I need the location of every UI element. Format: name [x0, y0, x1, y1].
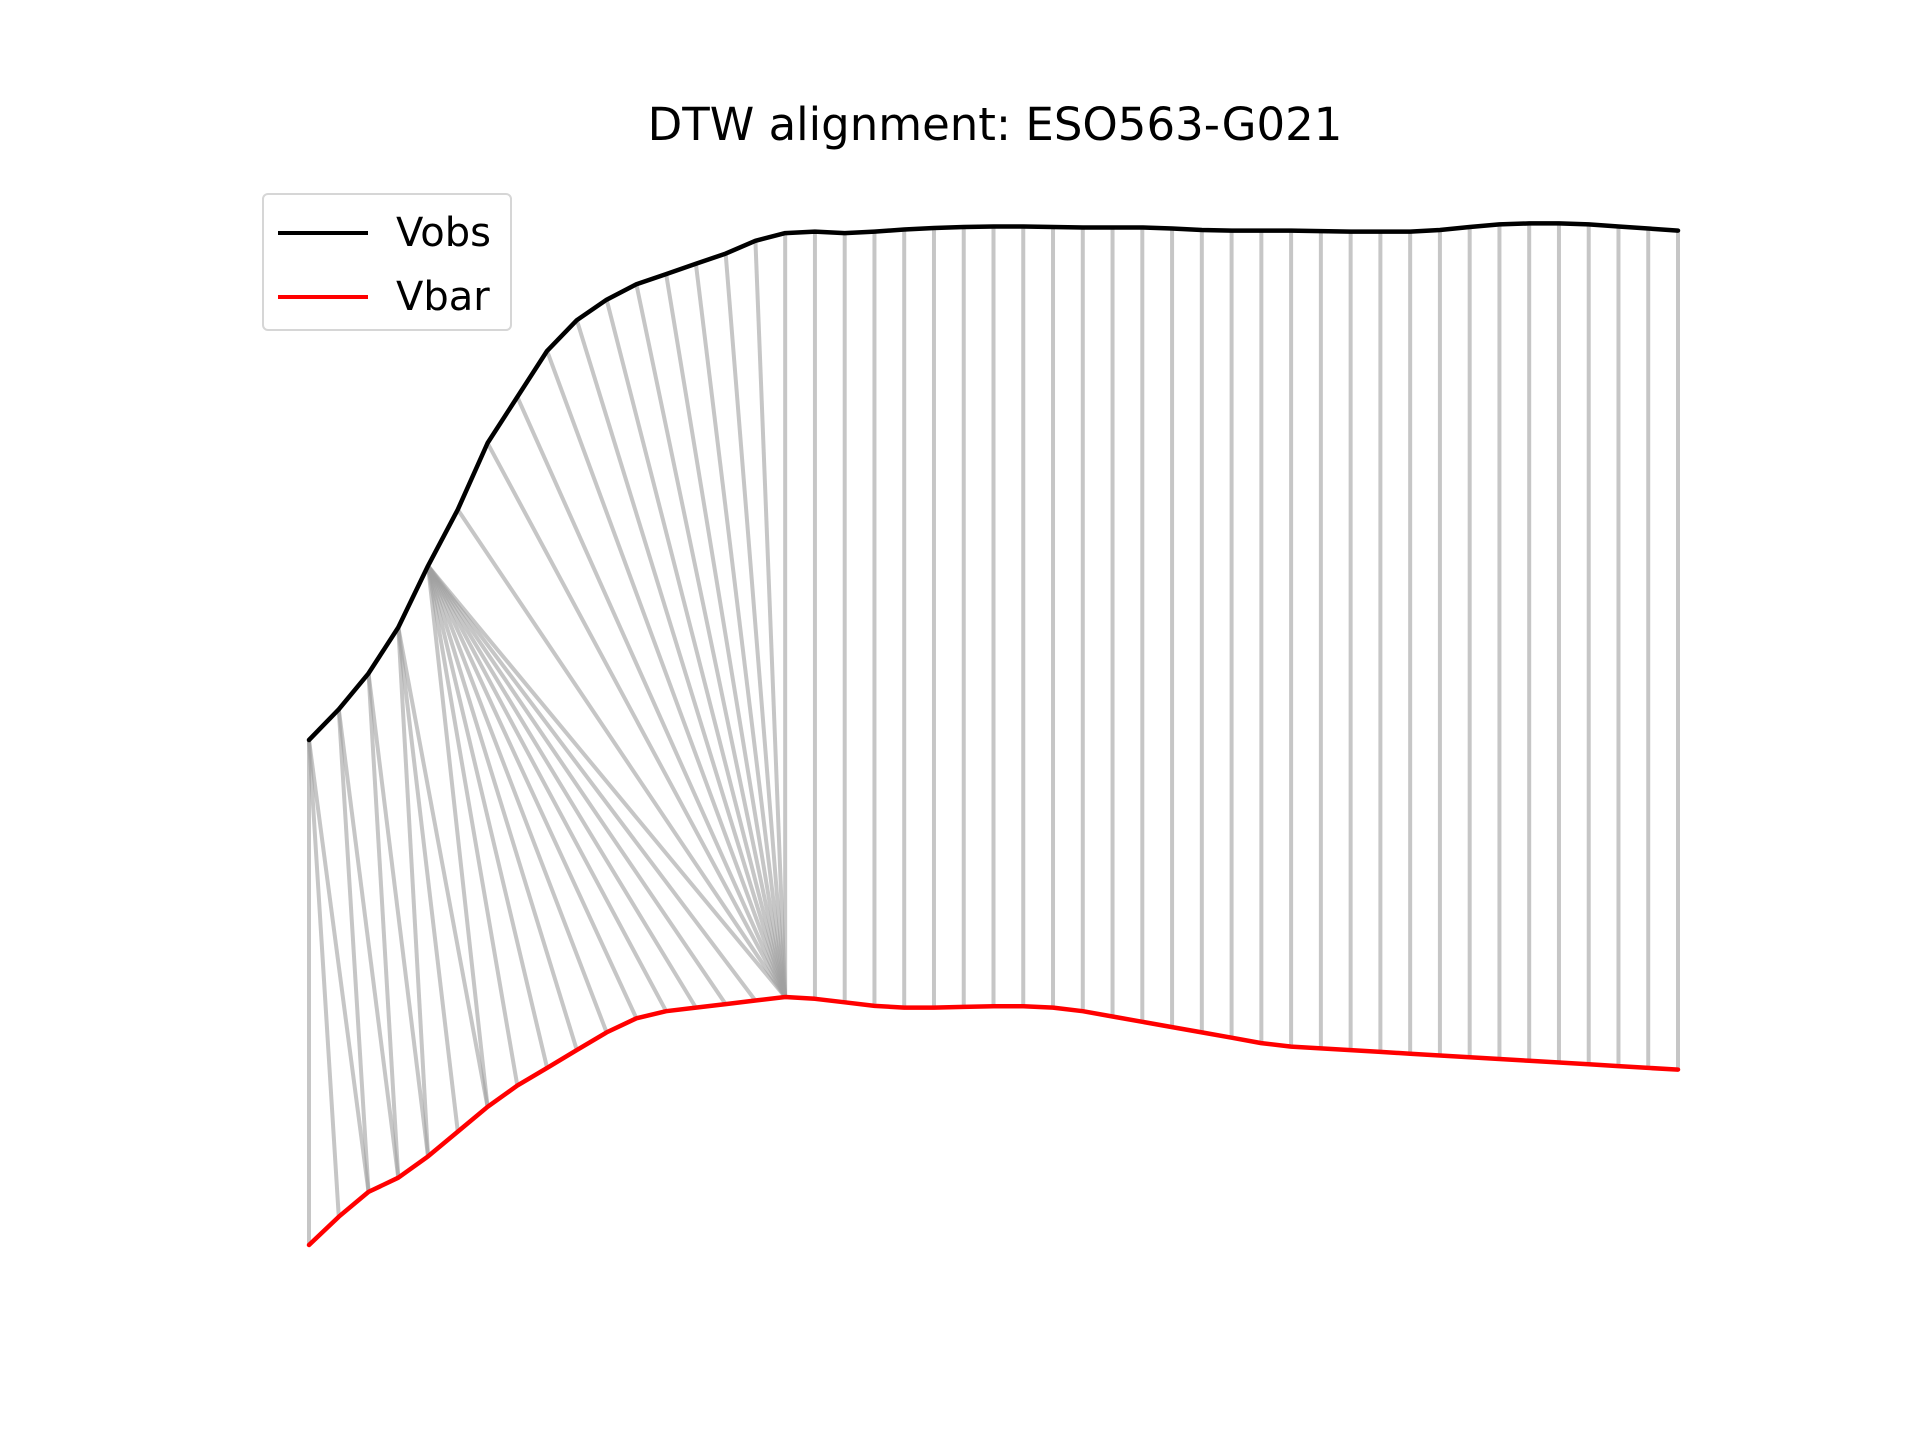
series-line-vobs [306, 221, 1681, 743]
alignment-connector [485, 442, 787, 998]
alignment-connector [366, 673, 431, 1157]
alignment-connector [426, 564, 787, 999]
alignment-connector [664, 273, 788, 998]
alignment-connector [426, 564, 668, 1013]
alignment-connector [426, 564, 728, 1006]
alignment-connector [426, 565, 609, 1034]
legend-label-vbar: Vbar [396, 274, 490, 320]
series-lines [306, 221, 1681, 1248]
alignment-connector [336, 709, 371, 1192]
alignment-connector [574, 319, 788, 998]
alignment-connector [307, 739, 341, 1217]
alignment-connector [336, 709, 401, 1178]
alignment-connector [545, 350, 788, 998]
alignment-connector [396, 626, 490, 1108]
alignment-connector [693, 263, 788, 998]
alignment-connector [366, 673, 401, 1178]
alignment-connector [426, 565, 520, 1086]
alignment-connector [396, 627, 460, 1132]
alignment-connector [753, 240, 788, 998]
legend-label-vobs: Vobs [396, 210, 491, 256]
alignment-connector [426, 564, 758, 1002]
alignment-connector [456, 508, 787, 999]
alignment-connector [723, 253, 788, 998]
legend-entry-vbar: Vbar [264, 267, 510, 327]
alignment-connector [307, 739, 371, 1193]
alignment-connector [634, 283, 788, 998]
series-line-vbar [306, 994, 1681, 1248]
alignment-connector [426, 564, 698, 1009]
alignment-connector [604, 299, 788, 998]
alignment-connector [426, 565, 579, 1051]
alignment-connector [515, 396, 788, 998]
legend-swatch-vbar [278, 295, 368, 299]
alignment-connector [426, 565, 550, 1069]
alignment-connectors [307, 223, 1680, 1245]
alignment-connector [426, 565, 490, 1108]
legend-entry-vobs: Vobs [264, 203, 510, 263]
alignment-connector [426, 565, 639, 1020]
legend: Vobs Vbar [262, 193, 512, 331]
alignment-connector [396, 627, 431, 1157]
chart-title: DTW alignment: ESO563-G021 [647, 98, 1343, 151]
legend-swatch-vobs [278, 231, 368, 235]
